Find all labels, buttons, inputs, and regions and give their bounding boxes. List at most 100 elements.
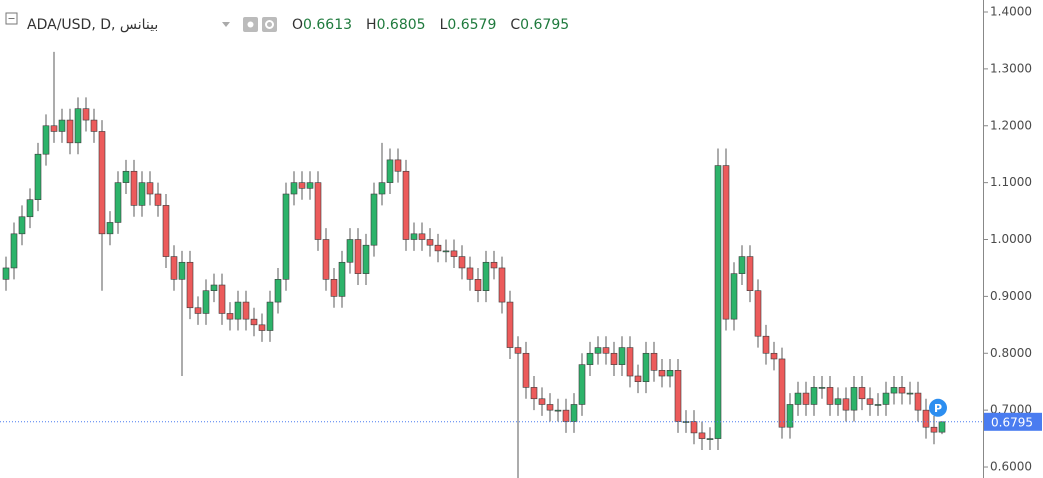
candle-body xyxy=(34,153,42,200)
candle-body xyxy=(90,119,98,132)
candle-body xyxy=(442,250,450,253)
candle-body xyxy=(322,239,330,280)
marker-label: P xyxy=(934,402,942,415)
candle-body xyxy=(194,307,202,314)
candle-body xyxy=(146,182,154,195)
candle-body xyxy=(930,426,938,433)
candle-body xyxy=(890,387,898,394)
candle-body xyxy=(690,421,698,434)
y-tick-label: 1.2000 xyxy=(990,118,1032,132)
candle-body xyxy=(538,398,546,405)
candle-body xyxy=(762,335,770,354)
candle-body xyxy=(394,159,402,172)
candle-body xyxy=(226,313,234,320)
candle-body xyxy=(186,261,194,309)
candle-body xyxy=(58,119,66,132)
y-tick-label: 0.9000 xyxy=(990,289,1032,303)
collapse-box[interactable] xyxy=(5,12,18,25)
candle-body xyxy=(378,182,386,195)
settings-button[interactable] xyxy=(262,17,277,32)
ohlc-label: H xyxy=(366,17,377,33)
candle-body xyxy=(818,387,826,389)
candle-body xyxy=(642,352,650,383)
candle-body xyxy=(914,392,922,411)
candle-body xyxy=(82,108,90,121)
candle-body xyxy=(402,170,410,240)
candle-body xyxy=(722,165,730,320)
candle-body xyxy=(98,131,106,235)
candle-body xyxy=(2,267,10,280)
candle-body xyxy=(770,352,778,360)
candle-body xyxy=(234,301,242,320)
candle-body xyxy=(474,279,482,292)
y-tick-label: 1.0000 xyxy=(990,232,1032,246)
candle-body xyxy=(266,301,274,331)
candle-body xyxy=(162,205,170,257)
candle-body xyxy=(410,233,418,240)
candle-body xyxy=(258,324,266,331)
candle-body xyxy=(850,387,858,411)
y-tick-label: 1.3000 xyxy=(990,61,1032,75)
candle-body xyxy=(306,182,314,189)
candle-body xyxy=(834,398,842,405)
candle-body xyxy=(506,301,514,348)
candle-body xyxy=(634,375,642,383)
candle-body xyxy=(882,392,890,405)
candle-body xyxy=(210,284,218,292)
candle-body xyxy=(778,358,786,428)
candle-body xyxy=(114,182,122,223)
candle-body xyxy=(426,239,434,246)
candle-body xyxy=(66,119,74,144)
candle-body xyxy=(482,261,490,292)
candle-body xyxy=(458,256,466,269)
candle-body xyxy=(514,347,522,354)
dropdown-arrow[interactable] xyxy=(222,22,230,27)
candle-body xyxy=(450,250,458,257)
candle-body xyxy=(938,421,946,433)
candle-body xyxy=(546,404,554,411)
ohlc-label: C xyxy=(510,17,520,33)
ohlc-label: O xyxy=(292,17,303,33)
ohlc-value: 0.6579 xyxy=(447,17,496,33)
candle-body xyxy=(602,347,610,354)
candle-body xyxy=(578,364,586,405)
candle-body xyxy=(746,256,754,292)
y-tick-label: 0.6000 xyxy=(990,460,1032,474)
candle-body xyxy=(906,392,914,395)
candle-body xyxy=(178,261,186,280)
ohlc-legend: O0.6613 H0.6805 L0.6579 C0.6795 xyxy=(292,17,569,33)
y-tick-label: 1.1000 xyxy=(990,175,1032,189)
candle-body xyxy=(802,392,810,405)
candle-body xyxy=(826,387,834,405)
candle-body xyxy=(418,233,426,240)
candle-body xyxy=(522,352,530,388)
eye-icon xyxy=(247,21,254,28)
candle-body xyxy=(130,170,138,206)
candle-body xyxy=(650,352,658,371)
candle-body xyxy=(698,432,706,439)
candle-body xyxy=(554,409,562,412)
candle-body xyxy=(618,347,626,365)
candle-body xyxy=(730,273,738,320)
candle-body xyxy=(50,125,58,132)
candle-body xyxy=(810,387,818,405)
candle-body xyxy=(754,290,762,337)
candle-body xyxy=(290,182,298,195)
ohlc-label: L xyxy=(440,17,448,33)
candle-body xyxy=(530,387,538,400)
candle-body xyxy=(362,244,370,274)
candle-body xyxy=(898,387,906,394)
candle-body xyxy=(370,193,378,246)
candle-body xyxy=(122,170,130,183)
candle-body xyxy=(858,387,866,400)
y-tick-label: 1.4000 xyxy=(990,5,1032,19)
settings-icon xyxy=(265,20,274,29)
candle-body xyxy=(106,222,114,235)
candle-body xyxy=(434,244,442,252)
ohlc-value: 0.6613 xyxy=(303,17,352,33)
candle-body xyxy=(298,182,306,189)
candle-body xyxy=(218,284,226,314)
candle-body xyxy=(714,165,722,439)
